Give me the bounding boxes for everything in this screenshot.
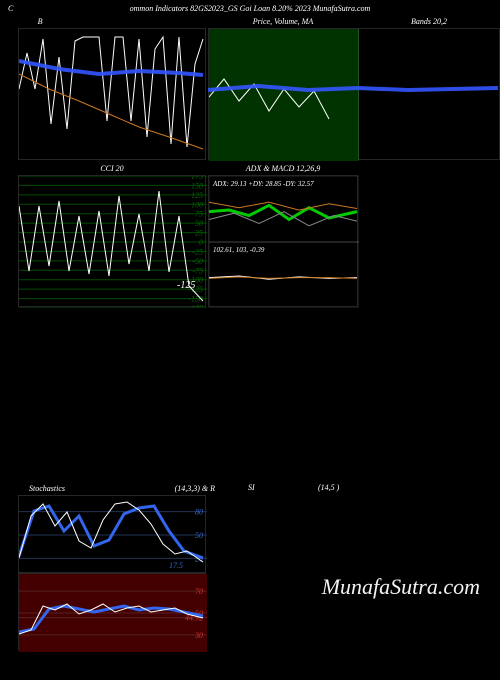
panel-title: Bands 20,2 — [411, 17, 447, 26]
svg-text:80: 80 — [195, 508, 203, 517]
svg-text:125: 125 — [191, 191, 203, 200]
chart-panel: ADX & MACD 12,26,9 ADX: 29.13 +DY: 28.85… — [208, 175, 358, 307]
svg-text:50: 50 — [195, 219, 203, 228]
header-c: C — [8, 4, 13, 13]
chart-panel: Price, Volume, MA — [208, 28, 358, 160]
svg-text:-125: -125 — [177, 280, 195, 291]
chart-panel: Bands 20,2 — [358, 28, 500, 160]
svg-text:-175: -175 — [188, 304, 203, 308]
header-text: ommon Indicators 82GS2023_GS Goi Loan 8.… — [130, 4, 371, 13]
rsi-title-left: SI — [248, 483, 255, 492]
panel-title: Price, Volume, MA — [253, 17, 313, 26]
chart-panel: B — [18, 28, 206, 160]
svg-text:25: 25 — [195, 229, 203, 238]
panel-title: CCI 20 — [100, 164, 123, 173]
svg-text:70: 70 — [195, 587, 203, 596]
chart-panel: CCI 20 1751501251007550250-25-50-75-100-… — [18, 175, 206, 307]
svg-text:102.61, 103, -0.39: 102.61, 103, -0.39 — [213, 246, 265, 254]
svg-text:100: 100 — [191, 200, 203, 209]
watermark: MunafaSutra.com — [322, 574, 480, 600]
chart-panel: Stochastics (14,3,3) & R 80502017.5 — [18, 495, 206, 573]
svg-text:175: 175 — [191, 176, 203, 181]
svg-text:-25: -25 — [192, 247, 203, 256]
panel-title-right: (14,3,3) & R — [175, 484, 215, 493]
svg-text:17.5: 17.5 — [169, 561, 183, 570]
svg-text:150: 150 — [191, 181, 203, 190]
panel-title-left: Stochastics — [29, 484, 65, 493]
svg-text:ADX: 29.13 +DY: 28.85 -DY: 32.: ADX: 29.13 +DY: 28.85 -DY: 32.57 — [212, 180, 314, 188]
svg-text:75: 75 — [195, 210, 203, 219]
panel-title: B — [38, 17, 43, 26]
svg-text:50: 50 — [195, 531, 203, 540]
svg-text:-50: -50 — [192, 257, 203, 266]
chart-panel: 705044.9230 — [18, 573, 206, 651]
svg-text:30: 30 — [194, 631, 203, 640]
svg-text:-75: -75 — [192, 266, 203, 275]
panel-title: ADX & MACD 12,26,9 — [246, 164, 320, 173]
rsi-title-right: (14,5 ) — [318, 483, 339, 492]
svg-text:0: 0 — [199, 238, 203, 247]
